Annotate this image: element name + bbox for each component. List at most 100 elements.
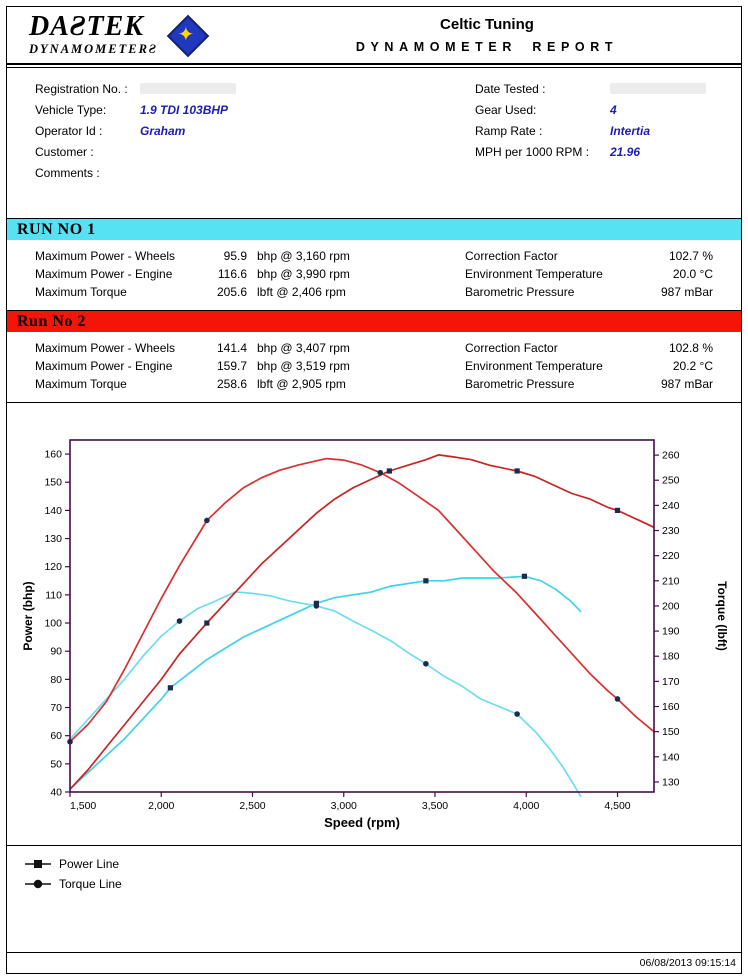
svg-text:150: 150 bbox=[44, 477, 62, 489]
svg-text:180: 180 bbox=[662, 651, 680, 663]
dyno-chart: 1,500 2,000 2,500 3,000 3,500 4,000 4,500 40 50 6… bbox=[21, 439, 729, 830]
svg-text:200: 200 bbox=[662, 600, 680, 612]
divider bbox=[7, 402, 741, 403]
company-name: Celtic Tuning bbox=[440, 16, 534, 33]
svg-text:90: 90 bbox=[50, 646, 62, 658]
x-axis-title: Speed (rpm) bbox=[324, 815, 400, 830]
report-title: DYNAMOMETER REPORT bbox=[355, 40, 619, 54]
svg-text:40: 40 bbox=[50, 787, 62, 799]
svg-text:110: 110 bbox=[45, 589, 62, 601]
stat-value: 159.7 bbox=[216, 359, 247, 373]
svg-text:240: 240 bbox=[662, 500, 680, 512]
legend-item-power: Power Line bbox=[25, 854, 723, 874]
stat-label: Maximum Torque bbox=[35, 377, 127, 391]
vehicle-info-section: Registration No. : Vehicle Type: 1.9 TDI… bbox=[7, 68, 741, 218]
torque-line-marker-icon bbox=[25, 879, 51, 889]
divider bbox=[7, 310, 741, 311]
svg-text:140: 140 bbox=[662, 751, 680, 763]
svg-text:160: 160 bbox=[662, 701, 680, 713]
chart-legend: Power Line Torque Line bbox=[7, 846, 741, 898]
info-right-column: Date Tested : Gear Used: 4 Ramp Rate : I… bbox=[475, 78, 713, 183]
stat-unit: lbft @ 2,905 rpm bbox=[257, 377, 346, 391]
run-1-stats: Maximum Power - Wheels 95.9 bhp @ 3,160 … bbox=[35, 247, 465, 301]
gear-used-value: 4 bbox=[610, 102, 617, 117]
svg-text:4,000: 4,000 bbox=[513, 800, 539, 812]
operator-label: Operator Id : bbox=[35, 123, 103, 138]
svg-text:100: 100 bbox=[44, 618, 62, 630]
stat-label: Maximum Power - Engine bbox=[35, 267, 173, 281]
comments-label: Comments : bbox=[35, 165, 100, 180]
date-tested-value-redacted bbox=[610, 83, 706, 94]
svg-text:2,500: 2,500 bbox=[239, 800, 265, 812]
stat-row: Maximum Power - Wheels 95.9 bhp @ 3,160 … bbox=[35, 247, 465, 265]
condition-row: Environment Temperature 20.2 °C bbox=[465, 357, 713, 375]
header-divider bbox=[7, 63, 741, 68]
diamond-star-icon: ✦ bbox=[177, 23, 195, 46]
registration-label: Registration No. : bbox=[35, 81, 128, 96]
condition-label: Barometric Pressure bbox=[465, 285, 575, 299]
dastek-subtitle: DYNAMOMETERƧ bbox=[29, 42, 158, 56]
dastek-wordmark: DAƧTEK bbox=[29, 11, 144, 42]
run-2-body: Maximum Power - Wheels 141.4 bhp @ 3,407… bbox=[7, 332, 741, 402]
divider bbox=[7, 218, 741, 219]
dyno-chart-section: 1,500 2,000 2,500 3,000 3,500 4,000 4,500 40 50 6… bbox=[7, 403, 741, 845]
vehicle-type-label: Vehicle Type: bbox=[35, 102, 107, 117]
svg-text:170: 170 bbox=[662, 676, 680, 688]
info-row-comments: Comments : bbox=[35, 162, 475, 183]
condition-value: 987 mBar bbox=[660, 377, 713, 391]
series-run-2-torque bbox=[67, 457, 655, 745]
svg-text:2,000: 2,000 bbox=[148, 800, 174, 812]
run-1-conditions: Correction Factor 102.7 % Environment Te… bbox=[465, 247, 713, 301]
run-2-conditions: Correction Factor 102.8 % Environment Te… bbox=[465, 339, 713, 393]
svg-text:1,500: 1,500 bbox=[70, 800, 96, 812]
report-header: DAƧTEK DYNAMOMETERƧ ✦ Celtic Tuning DYNA… bbox=[7, 7, 741, 63]
svg-text:60: 60 bbox=[50, 730, 62, 742]
stat-row: Maximum Torque 205.6 lbft @ 2,406 rpm bbox=[35, 283, 465, 301]
operator-value: Graham bbox=[140, 123, 186, 138]
stat-unit: bhp @ 3,990 rpm bbox=[257, 267, 350, 281]
stat-label: Maximum Power - Engine bbox=[35, 359, 173, 373]
x-axis: 1,500 2,000 2,500 3,000 3,500 4,000 4,500 bbox=[69, 792, 631, 812]
stat-value: 141.4 bbox=[216, 341, 247, 355]
date-tested-label: Date Tested : bbox=[475, 81, 546, 96]
svg-text:50: 50 bbox=[50, 758, 62, 770]
stat-label: Maximum Power - Wheels bbox=[35, 249, 176, 263]
svg-text:120: 120 bbox=[44, 561, 62, 573]
report-footer: 06/08/2013 09:15:14 bbox=[7, 953, 741, 973]
stat-label: Maximum Power - Wheels bbox=[35, 341, 176, 355]
info-row-registration: Registration No. : bbox=[35, 78, 475, 99]
svg-text:260: 260 bbox=[662, 450, 680, 462]
mph-per-1000rpm-label: MPH per 1000 RPM : bbox=[475, 144, 590, 159]
run-2-stats: Maximum Power - Wheels 141.4 bhp @ 3,407… bbox=[35, 339, 465, 393]
svg-text:140: 140 bbox=[44, 505, 62, 517]
series-run-1-torque bbox=[69, 591, 582, 798]
svg-text:130: 130 bbox=[662, 776, 680, 788]
svg-text:220: 220 bbox=[662, 550, 680, 562]
report-timestamp: 06/08/2013 09:15:14 bbox=[639, 957, 736, 969]
info-row-gear-used: Gear Used: 4 bbox=[475, 99, 713, 120]
svg-text:4,500: 4,500 bbox=[604, 800, 630, 812]
condition-value: 20.0 °C bbox=[672, 267, 713, 281]
dastek-logo-text: DAƧTEK DYNAMOMETERƧ bbox=[29, 13, 158, 56]
stat-value: 258.6 bbox=[216, 377, 247, 391]
svg-text:230: 230 bbox=[662, 525, 680, 537]
dastek-diamond-icon: ✦ bbox=[166, 14, 210, 58]
info-row-vehicle-type: Vehicle Type: 1.9 TDI 103BHP bbox=[35, 99, 475, 120]
condition-row: Correction Factor 102.8 % bbox=[465, 339, 713, 357]
report-frame: DAƧTEK DYNAMOMETERƧ ✦ Celtic Tuning DYNA… bbox=[6, 6, 742, 974]
svg-text:70: 70 bbox=[50, 702, 62, 714]
svg-text:80: 80 bbox=[50, 674, 62, 686]
condition-label: Environment Temperature bbox=[465, 267, 603, 281]
svg-text:250: 250 bbox=[662, 475, 680, 487]
stat-row: Maximum Power - Wheels 141.4 bhp @ 3,407… bbox=[35, 339, 465, 357]
legend-torque-label: Torque Line bbox=[59, 877, 122, 891]
spacer bbox=[7, 898, 741, 952]
condition-row: Barometric Pressure 987 mBar bbox=[465, 375, 713, 393]
condition-value: 102.7 % bbox=[668, 249, 713, 263]
ramp-rate-value: Intertia bbox=[610, 123, 651, 138]
run-2-title: Run No 2 bbox=[17, 312, 86, 330]
run-1-section: RUN NO 1 Maximum Power - Wheels 95.9 bhp… bbox=[7, 219, 741, 310]
mph-per-1000rpm-value: 21.96 bbox=[610, 144, 641, 159]
condition-row: Barometric Pressure 987 mBar bbox=[465, 283, 713, 301]
